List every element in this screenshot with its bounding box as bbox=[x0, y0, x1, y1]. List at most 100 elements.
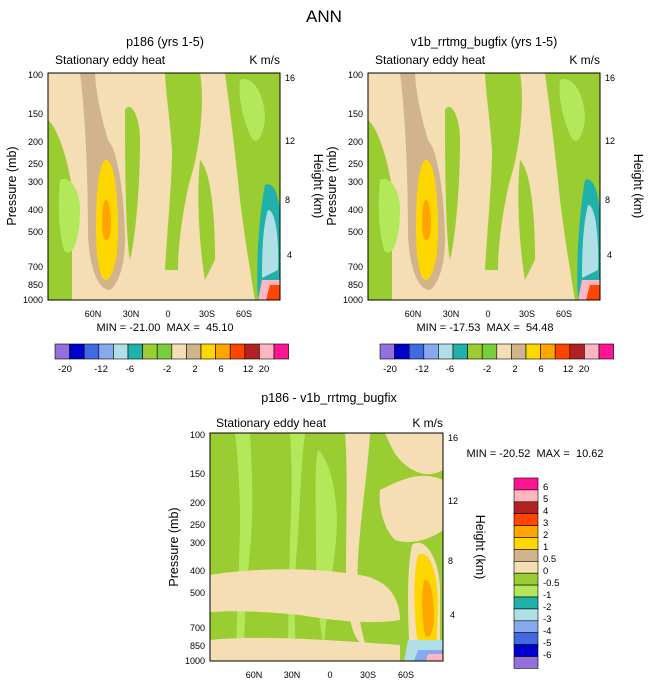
panel-3-plot-area bbox=[209, 432, 444, 662]
panel-1-contour-lightblue bbox=[262, 210, 279, 278]
panel-2-ytick-right-8: 8 bbox=[605, 195, 610, 205]
panel-3-ytick-150: 150 bbox=[190, 469, 205, 479]
panel-2-colorbar-label: -20 bbox=[383, 364, 397, 375]
colorbar-swatch bbox=[513, 513, 539, 526]
colorbar-swatch bbox=[513, 537, 539, 550]
colorbar-swatch bbox=[513, 477, 539, 491]
colorbar-swatch bbox=[513, 549, 539, 562]
colorbar-swatch bbox=[98, 343, 114, 360]
panel-3-xtick-60S: 60S bbox=[398, 670, 414, 680]
colorbar-swatch bbox=[569, 343, 585, 360]
panel-2-ytick-850: 850 bbox=[348, 280, 363, 290]
panel-2-ytick-1000: 1000 bbox=[343, 295, 363, 305]
panel-2-plot-area bbox=[367, 72, 601, 301]
panel-1-x-axis: 60N 30N 0 30S 60S bbox=[85, 309, 252, 319]
panel-3-ytick-300: 300 bbox=[190, 538, 205, 548]
panel-2-colorbar-label: -12 bbox=[415, 364, 429, 375]
panel-3-colorbar-label: 6 bbox=[543, 482, 548, 493]
panel-1-ytick-150: 150 bbox=[28, 109, 43, 119]
colorbar-swatch bbox=[513, 501, 539, 514]
colorbar-swatch bbox=[513, 620, 539, 633]
panel-3-ylabel-right: Height (km) bbox=[473, 515, 487, 580]
colorbar-swatch bbox=[438, 343, 454, 360]
panel-2-right-axis: 16 12 8 4 Height (km) bbox=[605, 73, 645, 260]
panel-3-x-axis: 60N 30N 0 30S 60S bbox=[246, 670, 414, 680]
panel-3-ytick-250: 250 bbox=[190, 520, 205, 530]
panel-2-colorbar-label: 20 bbox=[579, 364, 590, 375]
panel-1-left-axis: 100 150 200 250 300 400 500 700 850 1000… bbox=[5, 70, 43, 305]
colorbar-swatch bbox=[127, 343, 143, 360]
colorbar-swatch bbox=[481, 343, 498, 360]
panel-2-ytick-300: 300 bbox=[348, 177, 363, 187]
panel-1-xtick-60S: 60S bbox=[236, 309, 252, 319]
panel-3-colorbar-label: -3 bbox=[543, 614, 551, 625]
panel-3-left-axis: 100 150 200 250 300 400 500 700 850 1000… bbox=[167, 430, 205, 666]
panel-2-ytick-400: 400 bbox=[348, 205, 363, 215]
colorbar-swatch bbox=[54, 343, 70, 360]
colorbar-swatch bbox=[513, 644, 539, 657]
panel-2-xtick-0: 0 bbox=[485, 309, 490, 319]
colorbar-swatch bbox=[513, 596, 539, 610]
panel-3-xtick-60N: 60N bbox=[246, 670, 263, 680]
panel-1-colorbar-label: 20 bbox=[259, 364, 270, 375]
panel-3-colorbar-label: 5 bbox=[543, 494, 548, 505]
panel-1-contour-green-center2 bbox=[198, 160, 215, 280]
panel-3-colorbar-label: -1 bbox=[543, 590, 551, 601]
panel-2-colorbar-label: -6 bbox=[446, 364, 454, 375]
colorbar-swatch bbox=[513, 572, 539, 586]
panel-1-stats: MIN = -21.00 MAX = 45.10 bbox=[97, 322, 234, 334]
panel-2-ytick-700: 700 bbox=[348, 262, 363, 272]
panel-3-ytick-500: 500 bbox=[190, 588, 205, 598]
panel-3-colorbar-label: -2 bbox=[543, 602, 551, 613]
colorbar-swatch bbox=[186, 343, 202, 360]
colorbar-swatch bbox=[598, 343, 614, 360]
panel-2-frame bbox=[367, 72, 601, 301]
panel-1-subtitle-left: Stationary eddy heat bbox=[55, 53, 166, 67]
panel-3-ytick-850: 850 bbox=[190, 641, 205, 651]
colorbar-swatch bbox=[540, 343, 556, 360]
colorbar-swatch bbox=[525, 343, 541, 360]
panel-3-colorbar-label: 0 bbox=[543, 566, 548, 577]
panel-1-ytick-1000: 1000 bbox=[23, 295, 43, 305]
panel-1-contour-red bbox=[266, 285, 280, 300]
panel-3-frame bbox=[209, 432, 444, 662]
panel-1-ytick-700: 700 bbox=[28, 262, 43, 272]
panel-2-ytick-right-12: 12 bbox=[605, 136, 615, 146]
panel-3-colorbar-label: 0.5 bbox=[543, 554, 556, 565]
panel-3-colorbar-label: -0.5 bbox=[543, 578, 559, 589]
panel-2-contour-lightgreen-right bbox=[559, 79, 585, 141]
panel-3-right-axis: 16 12 8 4 Height (km) bbox=[448, 433, 487, 620]
panel-3-ylabel: Pressure (mb) bbox=[167, 507, 181, 586]
colorbar-swatch bbox=[113, 343, 129, 360]
panel-1-ytick-400: 400 bbox=[28, 205, 43, 215]
colorbar-swatch bbox=[83, 343, 100, 360]
panel-2-ytick-right-16: 16 bbox=[605, 73, 615, 83]
colorbar-swatch bbox=[513, 632, 539, 645]
panel-2-colorbar-label: 6 bbox=[538, 364, 543, 375]
panel-3-contour-tan-bottom bbox=[210, 637, 400, 661]
panel-3-colorbar-label: 3 bbox=[543, 518, 548, 529]
panel-3-contour-tan-right bbox=[379, 475, 443, 542]
panel-1-ytick-100: 100 bbox=[28, 70, 43, 80]
panel-1-right-axis: 16 12 8 4 Height (km) bbox=[285, 73, 325, 260]
colorbar-swatch bbox=[452, 343, 468, 360]
panel-1-xtick-30N: 30N bbox=[123, 309, 140, 319]
panel-1-ytick-right-12: 12 bbox=[285, 136, 295, 146]
panel-2-colorbar-label: 2 bbox=[512, 364, 517, 375]
panel-3-contour-orange bbox=[422, 579, 434, 637]
panel-2-stats: MIN = -17.53 MAX = 54.48 bbox=[417, 322, 554, 334]
panel-3-xtick-30S: 30S bbox=[360, 670, 376, 680]
colorbar-swatch bbox=[156, 343, 173, 360]
panel-1-frame bbox=[47, 72, 281, 301]
panel-2-ytick-250: 250 bbox=[348, 159, 363, 169]
panel-3-ytick-700: 700 bbox=[190, 623, 205, 633]
panel-1-contour-lightgreen-right bbox=[239, 79, 265, 141]
colorbar-swatch bbox=[259, 343, 275, 360]
colorbar-swatch bbox=[467, 343, 483, 360]
panel-3-ytick-right-4: 4 bbox=[450, 610, 455, 620]
panel-1-subtitle-right: K m/s bbox=[249, 53, 280, 67]
panel-1-ytick-right-8: 8 bbox=[285, 195, 290, 205]
colorbar-swatch bbox=[408, 343, 425, 360]
